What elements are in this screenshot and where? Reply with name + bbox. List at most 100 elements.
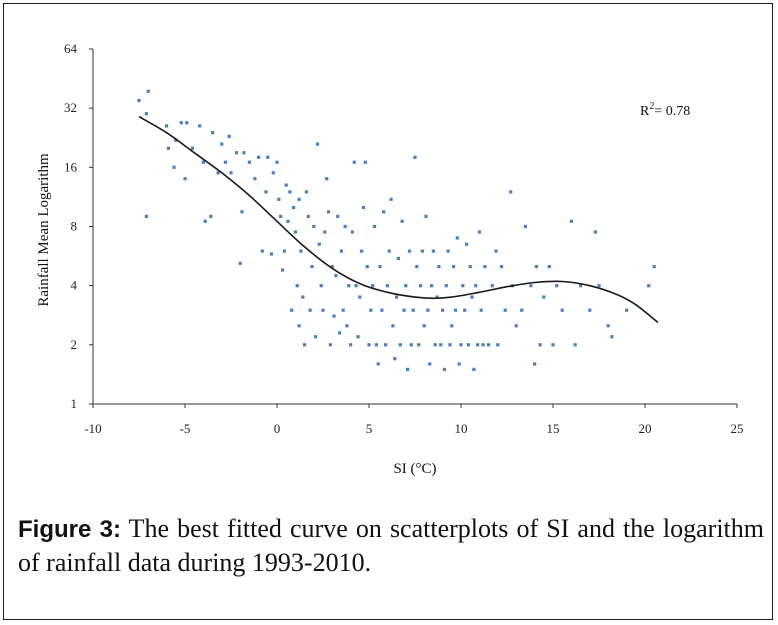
data-point xyxy=(339,249,343,253)
data-point xyxy=(227,134,231,138)
data-point xyxy=(378,265,382,269)
data-point xyxy=(509,190,513,194)
data-point xyxy=(183,177,187,181)
data-point xyxy=(573,343,577,347)
data-point xyxy=(271,171,275,175)
data-point xyxy=(303,343,307,347)
data-point xyxy=(422,324,426,328)
caption-text: The best fitted curve on scatterplots of… xyxy=(18,514,764,577)
data-point xyxy=(326,210,331,214)
data-point xyxy=(304,190,308,194)
data-point xyxy=(514,324,518,328)
r-squared-annotation: R2= 0.78 xyxy=(640,101,690,119)
data-point xyxy=(503,308,507,312)
data-point xyxy=(334,274,338,278)
data-point xyxy=(588,308,592,312)
data-point xyxy=(293,230,297,234)
data-point xyxy=(185,121,189,125)
data-point xyxy=(144,214,148,218)
data-point xyxy=(314,335,318,339)
data-point xyxy=(496,343,500,347)
data-point xyxy=(361,205,366,210)
data-point xyxy=(453,308,458,312)
data-point xyxy=(610,335,614,339)
data-point xyxy=(483,265,487,269)
data-point xyxy=(315,142,320,146)
data-point xyxy=(538,343,542,347)
data-point xyxy=(295,284,299,288)
data-point xyxy=(367,343,371,347)
data-point xyxy=(253,177,257,181)
fitted-curve xyxy=(138,115,659,324)
data-point xyxy=(481,343,485,347)
data-point xyxy=(625,308,629,312)
data-point xyxy=(520,308,524,312)
data-point xyxy=(533,362,537,366)
data-point xyxy=(426,308,430,312)
x-tick-label: 5 xyxy=(366,421,373,436)
data-point xyxy=(396,256,400,261)
data-point xyxy=(468,265,472,269)
data-point xyxy=(461,284,465,288)
data-point xyxy=(446,249,450,253)
y-tick-label: 32 xyxy=(64,100,77,115)
data-point xyxy=(343,224,347,229)
data-point xyxy=(420,249,424,253)
data-point xyxy=(238,261,242,265)
x-tick-label: -5 xyxy=(180,421,191,436)
data-point xyxy=(534,265,538,269)
data-point xyxy=(260,249,264,253)
data-point xyxy=(179,121,183,125)
data-point xyxy=(470,295,474,299)
data-point xyxy=(474,284,478,288)
data-point xyxy=(360,249,364,253)
data-point xyxy=(424,214,428,218)
data-point xyxy=(336,214,340,218)
data-point xyxy=(234,151,239,155)
data-point xyxy=(400,219,404,223)
data-point xyxy=(597,284,601,288)
data-point xyxy=(277,197,281,201)
data-point xyxy=(323,230,327,234)
data-point xyxy=(308,308,312,312)
data-point xyxy=(433,343,437,347)
data-point xyxy=(431,249,435,253)
data-point xyxy=(172,165,176,169)
data-point xyxy=(288,190,292,194)
data-point xyxy=(463,308,467,312)
data-point xyxy=(352,160,356,164)
data-point xyxy=(398,343,402,347)
data-point xyxy=(452,265,456,269)
data-point xyxy=(477,230,481,234)
data-point xyxy=(523,224,527,229)
data-point xyxy=(347,284,351,288)
data-point xyxy=(286,219,290,223)
data-point xyxy=(198,124,202,128)
data-point xyxy=(385,284,389,288)
y-tick-label: 64 xyxy=(64,41,78,56)
data-point xyxy=(395,295,399,299)
data-point xyxy=(297,324,301,328)
data-point xyxy=(418,284,423,288)
data-point xyxy=(391,324,395,328)
x-axis-title: SI (°C) xyxy=(393,461,436,477)
data-point xyxy=(266,155,270,159)
y-tick-label: 8 xyxy=(71,219,78,234)
data-point xyxy=(430,284,434,288)
data-point xyxy=(356,335,360,339)
data-point xyxy=(547,265,551,269)
data-point xyxy=(472,367,476,371)
r-squared-superscript: 2 xyxy=(649,101,654,112)
y-tick-label: 4 xyxy=(71,278,78,293)
y-tick-label: 16 xyxy=(64,159,78,174)
data-point xyxy=(166,146,170,150)
data-point xyxy=(349,343,353,347)
data-point xyxy=(551,343,555,347)
data-point xyxy=(216,171,220,175)
data-point xyxy=(442,367,446,371)
y-tick-label: 2 xyxy=(71,337,78,352)
data-point xyxy=(387,249,391,253)
data-point xyxy=(444,284,448,288)
data-point xyxy=(376,362,380,366)
data-point xyxy=(290,308,294,312)
